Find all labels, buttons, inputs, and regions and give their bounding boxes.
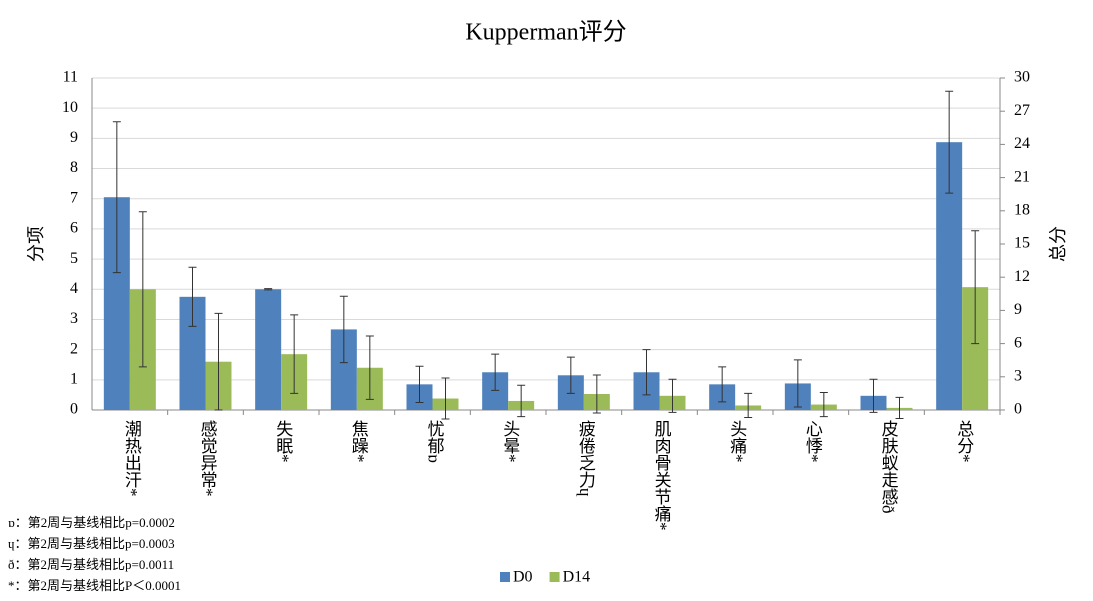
y-tick-label: 6: [70, 220, 78, 237]
footnote: ð：第2周与基线相比p=0.0011: [8, 557, 174, 572]
x-tick-label: 忧郁ɒ: [425, 420, 445, 463]
error-bar: [869, 378, 878, 413]
y-axis-label: 分项: [26, 226, 46, 262]
footnote: ɒ：第2周与基线相比p=0.0002: [8, 515, 175, 530]
y-tick-label: 0: [70, 401, 78, 418]
y2-tick-label: 18: [1014, 201, 1030, 218]
error-bar: [365, 335, 374, 400]
chart-title: Kupperman评分: [465, 19, 626, 46]
x-tick-label: 总分*: [954, 420, 974, 463]
error-bar: [642, 349, 651, 396]
y-tick-label: 8: [70, 159, 78, 176]
error-bar: [264, 288, 273, 291]
y-tick-label: 7: [70, 189, 78, 206]
legend-label: D0: [513, 569, 533, 586]
y2-tick-label: 9: [1014, 301, 1022, 318]
y2-tick-label: 24: [1014, 135, 1030, 152]
error-bar: [415, 365, 424, 403]
error-bar: [819, 391, 828, 418]
x-tick-label: 皮肤蚁走感ð: [879, 420, 899, 514]
error-bar: [112, 121, 121, 274]
x-tick-label: 头痛*: [727, 420, 747, 463]
legend-label: D14: [563, 569, 591, 586]
x-tick-label: 潮热出汗*: [122, 420, 142, 497]
error-bar: [491, 353, 500, 391]
error-bar: [290, 314, 299, 394]
y2-tick-label: 27: [1014, 102, 1030, 119]
legend-swatch: [549, 572, 560, 582]
error-bar: [566, 356, 575, 394]
x-tick-label: 焦躁*: [349, 420, 369, 463]
x-tick-label: 肌肉骨关节痛*: [652, 420, 672, 531]
error-bar: [441, 377, 450, 420]
y2-tick-label: 21: [1014, 168, 1030, 185]
error-bar: [744, 392, 753, 419]
error-bar: [945, 90, 954, 194]
error-bar: [339, 295, 348, 364]
error-bar: [188, 266, 197, 327]
y2-tick-label: 3: [1014, 367, 1022, 384]
y-tick-label: 2: [70, 340, 78, 357]
error-bar: [895, 396, 904, 419]
error-bar: [592, 374, 601, 414]
y-tick-label: 3: [70, 310, 78, 327]
error-bar: [971, 230, 980, 345]
y2-tick-label: 30: [1014, 69, 1030, 86]
y-tick-label: 9: [70, 129, 78, 146]
legend-swatch: [500, 572, 510, 582]
error-bar: [214, 312, 223, 411]
x-tick-label: 感觉异常*: [198, 420, 218, 497]
x-tick-label: 疲倦乏力ɥ: [576, 420, 596, 497]
y-tick-label: 11: [63, 69, 78, 86]
x-tick-label: 头晕*: [500, 420, 519, 463]
y-tick-label: 4: [70, 280, 78, 297]
y2-tick-label: 0: [1014, 401, 1022, 418]
y-tick-label: 1: [70, 370, 78, 387]
error-bar: [718, 366, 727, 403]
footnote: *：第2周与基线相比P＜0.0001: [8, 578, 181, 593]
error-bar: [138, 211, 147, 368]
footnote: ɥ：第2周与基线相比p=0.0003: [8, 536, 175, 551]
error-bar: [517, 384, 526, 418]
y-tick-label: 5: [70, 250, 78, 267]
error-bar: [668, 378, 677, 413]
bar: [255, 289, 282, 410]
y2-tick-label: 12: [1014, 268, 1030, 285]
y2-axis-label: 总分: [1048, 226, 1068, 262]
y2-tick-label: 6: [1014, 334, 1022, 351]
error-bar: [793, 359, 802, 408]
x-tick-label: 失眠*: [273, 420, 293, 463]
y2-tick-label: 15: [1014, 235, 1030, 252]
y-tick-label: 10: [62, 99, 78, 116]
x-tick-label: 心悸*: [803, 420, 823, 463]
